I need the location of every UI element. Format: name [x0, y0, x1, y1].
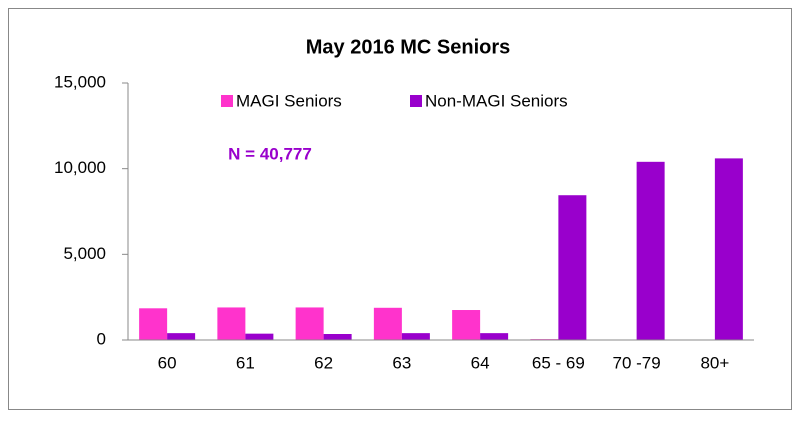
bar: [217, 307, 246, 340]
y-tick-label: 15,000: [54, 72, 106, 91]
y-tick-label: 0: [97, 329, 106, 348]
bar: [373, 307, 402, 340]
annotation: N = 40,777: [228, 144, 312, 163]
legend-swatch: [221, 95, 233, 107]
y-tick-label: 10,000: [54, 158, 106, 177]
legend-swatch: [410, 95, 422, 107]
x-tick-label: 70 -79: [613, 353, 661, 372]
bar: [714, 158, 743, 340]
x-tick-label: 64: [471, 353, 490, 372]
x-tick-label: 63: [392, 353, 411, 372]
y-tick-label: 5,000: [63, 244, 106, 263]
bar: [452, 310, 481, 340]
bar: [323, 334, 352, 340]
x-tick-label: 80+: [700, 353, 729, 372]
x-tick-label: 61: [236, 353, 255, 372]
bar: [401, 333, 430, 340]
bar: [480, 333, 509, 340]
chart-border: [8, 8, 792, 410]
bar: [636, 161, 665, 340]
bar: [139, 308, 168, 340]
x-tick-label: 62: [314, 353, 333, 372]
x-tick-label: 65 - 69: [532, 353, 585, 372]
legend-label: Non-MAGI Seniors: [425, 91, 568, 110]
chart-title: May 2016 MC Seniors: [306, 36, 511, 58]
bar: [167, 333, 196, 340]
bar: [295, 307, 324, 340]
bar: [245, 333, 274, 340]
bar: [558, 195, 587, 340]
x-tick-label: 60: [158, 353, 177, 372]
legend-label: MAGI Seniors: [236, 91, 342, 110]
